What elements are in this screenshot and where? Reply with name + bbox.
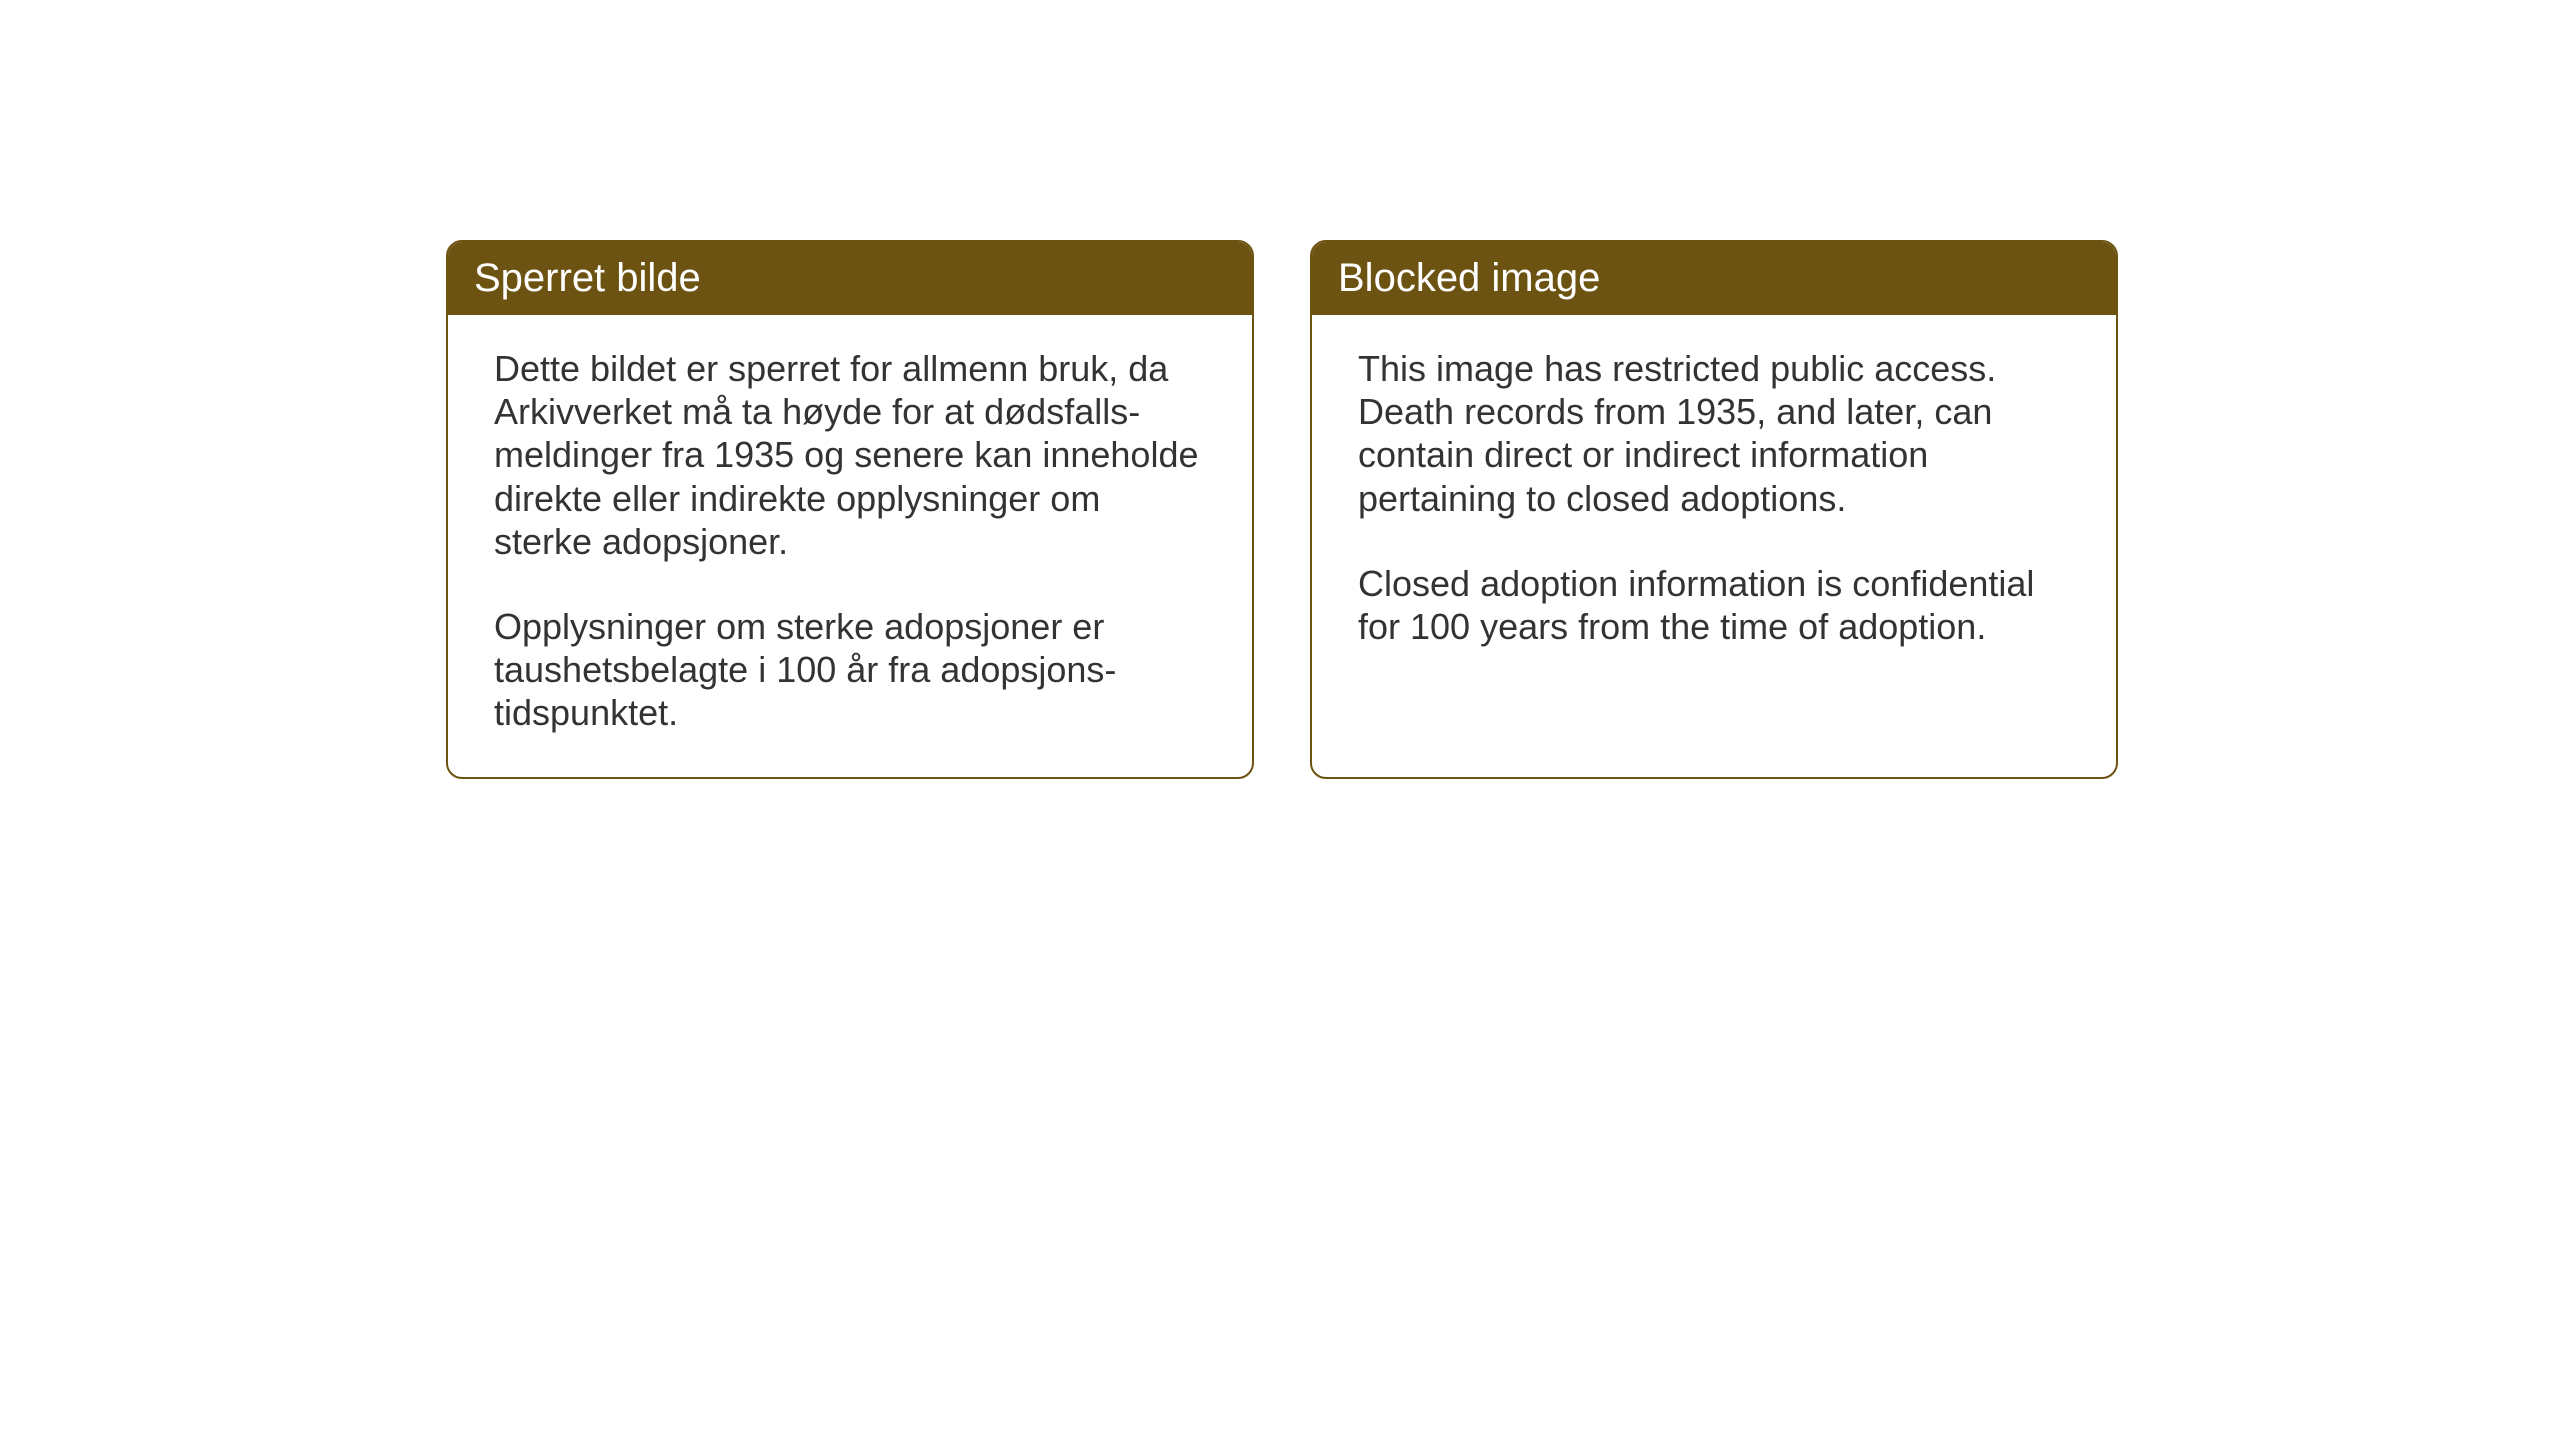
norwegian-paragraph-1: Dette bildet er sperret for allmenn bruk… xyxy=(494,347,1206,563)
english-paragraph-1: This image has restricted public access.… xyxy=(1358,347,2070,520)
norwegian-notice-card: Sperret bilde Dette bildet er sperret fo… xyxy=(446,240,1254,779)
notice-cards-container: Sperret bilde Dette bildet er sperret fo… xyxy=(446,240,2118,779)
english-paragraph-2: Closed adoption information is confident… xyxy=(1358,562,2070,648)
norwegian-card-title: Sperret bilde xyxy=(448,242,1252,315)
norwegian-paragraph-2: Opplysninger om sterke adopsjoner er tau… xyxy=(494,605,1206,735)
norwegian-card-body: Dette bildet er sperret for allmenn bruk… xyxy=(448,315,1252,777)
english-card-body: This image has restricted public access.… xyxy=(1312,315,2116,690)
english-notice-card: Blocked image This image has restricted … xyxy=(1310,240,2118,779)
english-card-title: Blocked image xyxy=(1312,242,2116,315)
